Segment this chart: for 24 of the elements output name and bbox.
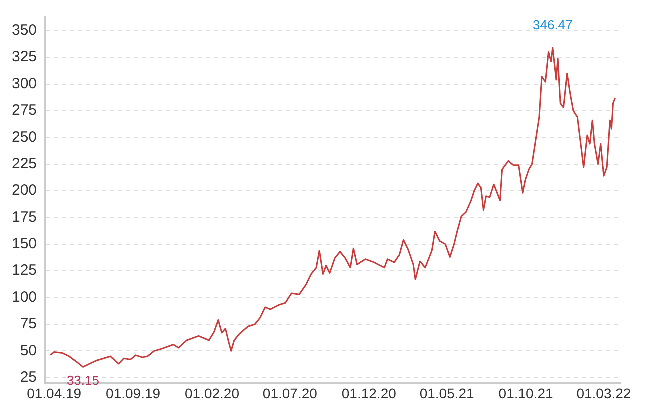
y-tick-label: 25 [20, 369, 38, 386]
y-tick-label: 275 [12, 102, 38, 120]
x-tick-label: 01.04.19 [27, 385, 82, 402]
annotation: 33.15 [66, 372, 100, 388]
y-tick-label: 100 [12, 288, 38, 306]
x-tick-label: 01.07.20 [262, 385, 318, 402]
y-tick-label: 50 [20, 342, 38, 360]
y-tick-label: 300 [12, 75, 38, 92]
x-tick-label: 01.05.21 [420, 385, 475, 402]
y-tick-label: 325 [12, 48, 38, 66]
y-tick-label: 200 [12, 182, 38, 200]
annotation: 346.47 [532, 18, 573, 33]
x-tick-label: 01.02.20 [184, 385, 240, 402]
y-tick-label: 125 [12, 262, 38, 280]
y-tick-label: 350 [12, 22, 38, 40]
y-tick-label: 225 [12, 155, 38, 172]
y-tick-label: 175 [12, 208, 38, 226]
x-tick-label: 01.12.20 [342, 385, 397, 402]
x-tick-label: 01.10.21 [498, 385, 554, 402]
y-tick-label: 250 [12, 128, 38, 146]
y-tick-label: 150 [12, 236, 38, 253]
x-tick-label: 01.09.19 [106, 385, 161, 402]
y-tick-label: 75 [20, 316, 38, 333]
x-tick-label: 01.03.22 [576, 385, 632, 402]
